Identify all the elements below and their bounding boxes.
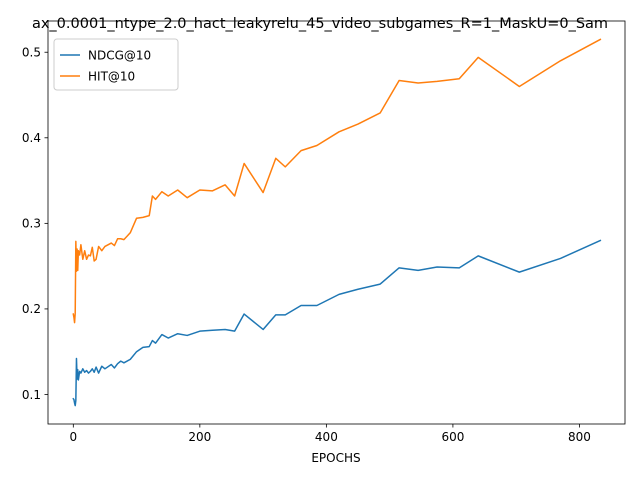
legend: NDCG@10 HIT@10 (53, 38, 179, 91)
x-tick-label: 600 (441, 430, 464, 444)
y-tick-label: 0.3 (22, 217, 41, 231)
legend-box (53, 38, 179, 91)
series-line-hit-10 (72, 38, 602, 324)
y-tick-label: 0.1 (22, 388, 41, 402)
y-tick-label: 0.2 (22, 302, 41, 316)
x-tick-label: 200 (188, 430, 211, 444)
plot-area (72, 38, 602, 407)
x-tick-label: 800 (568, 430, 591, 444)
y-tick-label: 0.4 (22, 131, 41, 145)
x-tick-label: 0 (69, 430, 77, 444)
axes-frame (47, 20, 626, 425)
series-line-ndcg-10 (72, 239, 602, 407)
legend-label: NDCG@10 (88, 48, 151, 62)
x-axis-label: EPOCHS (311, 451, 360, 465)
y-tick-label: 0.5 (22, 46, 41, 60)
legend-label: HIT@10 (88, 69, 135, 83)
chart-title: ax_0.0001_ntype_2.0_hact_leakyrelu_45_vi… (32, 16, 608, 32)
x-tick-label: 400 (315, 430, 338, 444)
axes: 0 200 400 600 800 0.1 0.2 0.3 0.4 0.5 (22, 20, 626, 444)
